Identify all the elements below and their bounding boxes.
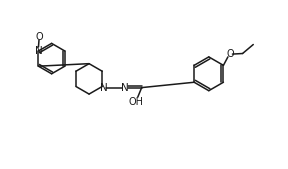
- Text: O: O: [226, 49, 234, 58]
- Text: OH: OH: [128, 97, 143, 107]
- Text: O: O: [35, 32, 43, 42]
- Text: N: N: [100, 83, 108, 93]
- Text: N: N: [35, 46, 43, 56]
- Text: N: N: [121, 83, 129, 93]
